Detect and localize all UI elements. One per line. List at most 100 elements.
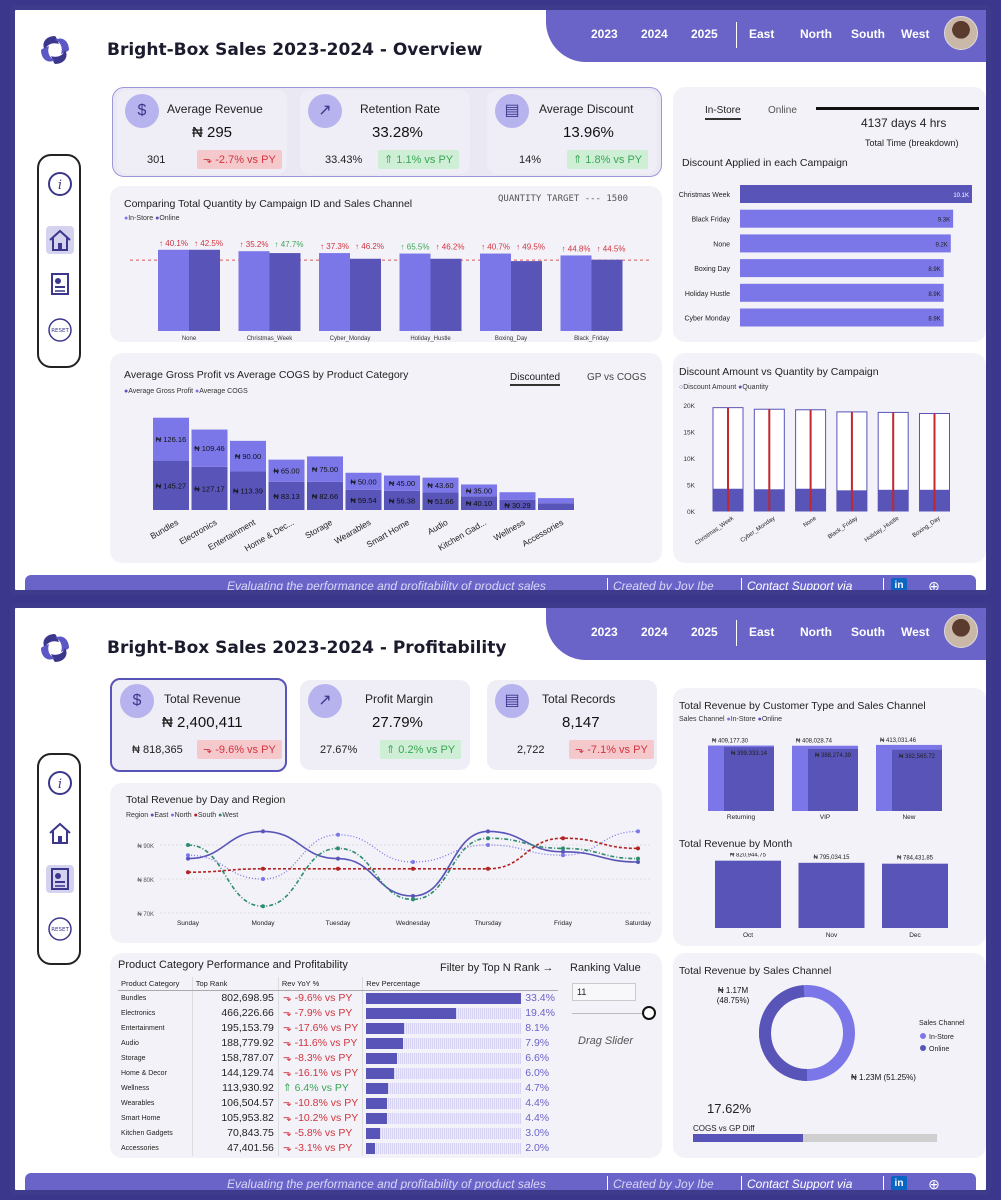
table-row[interactable]: Wellness 113,930.92 ⇑ 6.4% vs PY 4.7%: [118, 1080, 558, 1096]
cell-percentage: 7.9%: [363, 1036, 558, 1051]
table-row[interactable]: Smart Home 105,953.82 ⬎ -10.2% vs PY 4.4%: [118, 1110, 558, 1126]
region-filter-east[interactable]: East: [749, 27, 775, 41]
tab-online[interactable]: Online: [768, 105, 797, 116]
cell-rank: 802,698.95: [192, 990, 279, 1006]
x-tick-label: Boxing_Day: [912, 516, 942, 539]
linkedin-icon[interactable]: in: [891, 1176, 907, 1190]
online-share-label: (48.75%): [717, 996, 750, 1005]
bar-cogs: [499, 492, 536, 500]
data-label-online: ₦ 382,565.72: [899, 754, 936, 760]
year-filter-2024[interactable]: 2024: [641, 625, 668, 639]
kpi-total-revenue[interactable]: $ Total Revenue ₦ 2,400,411 ₦ 818,365 ⬎ …: [110, 678, 287, 772]
footer-tagline: Evaluating the performance and profitabi…: [227, 579, 546, 593]
data-label-online: ↑ 44.5%: [597, 244, 626, 253]
bar-gross-profit: [307, 481, 343, 510]
data-label-in-store: ↑ 35.2%: [240, 240, 269, 249]
column-header[interactable]: Top Rank: [192, 977, 279, 991]
cell-category: Electronics: [118, 1005, 193, 1021]
tab-gp-vs-cogs[interactable]: GP vs COGS: [587, 372, 647, 383]
kpi-label: Average Discount: [539, 102, 634, 116]
point-south: [411, 866, 415, 871]
point-south: [636, 846, 640, 851]
point-east: [561, 849, 565, 854]
chart-title: Discount Amount vs Quantity by Campaign: [679, 366, 879, 378]
nav-separator: [736, 22, 737, 48]
table-row[interactable]: Storage 158,787.07 ⬎ -8.3% vs PY 6.6%: [118, 1050, 558, 1066]
year-filter-2025[interactable]: 2025: [691, 625, 718, 639]
page-title: Bright-Box Sales 2023-2024 - Overview: [107, 40, 483, 60]
region-filter-west[interactable]: West: [901, 625, 930, 639]
bar-in-store: [158, 249, 189, 331]
tab-in-store[interactable]: In-Store: [705, 105, 741, 120]
bar-online: [350, 258, 381, 331]
column-header[interactable]: Product Category: [118, 977, 193, 991]
linkedin-icon[interactable]: in: [891, 578, 907, 590]
year-filter-2024[interactable]: 2024: [641, 27, 668, 41]
point-south: [261, 866, 265, 871]
user-avatar[interactable]: [944, 16, 978, 50]
bar-online: [430, 258, 462, 331]
reset-icon[interactable]: RESET: [46, 915, 74, 943]
x-tick-label: Sunday: [177, 920, 200, 927]
x-tick-label: VIP: [820, 814, 830, 821]
point-north: [486, 843, 490, 847]
ranking-slider-handle[interactable]: [642, 1006, 656, 1020]
table-row[interactable]: Electronics 466,226.66 ⬎ -7.9% vs PY 19.4%: [118, 1005, 558, 1021]
home-icon[interactable]: [46, 819, 74, 847]
point-south: [186, 870, 190, 875]
cell-percentage: 6.6%: [363, 1051, 558, 1066]
point-west: [411, 897, 415, 902]
home-icon[interactable]: [46, 226, 74, 254]
report-icon[interactable]: [46, 865, 74, 893]
kpi-previous: 27.67%: [320, 744, 358, 756]
region-filter-north[interactable]: North: [800, 27, 832, 41]
region-filter-south[interactable]: South: [851, 625, 885, 639]
table-row[interactable]: Home & Decor 144,129.74 ⬎ -16.1% vs PY 6.0%: [118, 1065, 558, 1081]
globe-icon[interactable]: ⊕: [928, 578, 940, 594]
reset-icon[interactable]: RESET: [46, 316, 74, 344]
y-tick-label: Cyber Monday: [684, 316, 730, 323]
table-row[interactable]: Audio 188,779.92 ⬎ -11.6% vs PY 7.9%: [118, 1035, 558, 1051]
year-filter-2025[interactable]: 2025: [691, 27, 718, 41]
y-tick-label: Boxing Day: [694, 266, 730, 273]
ranking-value-input[interactable]: 11: [572, 983, 636, 1001]
info-icon[interactable]: i: [46, 769, 74, 797]
region-filter-west[interactable]: West: [901, 27, 930, 41]
cell-rank: 188,779.92: [192, 1035, 279, 1051]
bar-cogs: [307, 456, 343, 482]
legend-title: Sales Channel: [919, 1020, 965, 1027]
column-header[interactable]: Rev Percentage: [362, 977, 558, 991]
data-label: ₦ 784,431.85: [897, 856, 934, 862]
bar-month: [798, 862, 865, 928]
discount-bar: [740, 259, 944, 278]
info-icon[interactable]: i: [46, 170, 74, 198]
svg-text:i: i: [58, 178, 62, 193]
table-row[interactable]: Bundles 802,698.95 ⬎ -9.6% vs PY 33.4%: [118, 990, 558, 1006]
year-filter-2023[interactable]: 2023: [591, 625, 618, 639]
year-filter-2023[interactable]: 2023: [591, 27, 618, 41]
table-row[interactable]: Kitchen Gadgets 70,843.75 ⬎ -5.8% vs PY 3.0…: [118, 1125, 558, 1141]
overview-dashboard: Bright-Box Sales 2023-2024 - Overview 20…: [10, 5, 991, 595]
region-filter-east[interactable]: East: [749, 625, 775, 639]
bar-cogs: [153, 417, 189, 461]
user-avatar[interactable]: [944, 614, 978, 648]
point-north: [336, 832, 340, 837]
table-row[interactable]: Wearables 106,504.57 ⬎ -10.8% vs PY 4.4%: [118, 1095, 558, 1111]
tab-discounted[interactable]: Discounted: [510, 372, 561, 386]
report-icon[interactable]: [46, 270, 74, 298]
cell-rank: 144,129.74: [192, 1065, 279, 1081]
data-label: ₦ 820,944.75: [730, 853, 767, 859]
column-header[interactable]: Rev YoY %: [278, 977, 364, 991]
globe-icon[interactable]: ⊕: [928, 1176, 940, 1192]
kpi-value: ₦ 295: [192, 124, 233, 141]
table-row[interactable]: Accessories 47,401.56 ⬎ -3.1% vs PY 2.0%: [118, 1140, 558, 1156]
table-row[interactable]: Entertainment 195,153.79 ⬎ -17.6% vs PY 8.1…: [118, 1020, 558, 1036]
cell-rank: 70,843.75: [192, 1125, 279, 1141]
data-label-cogs: ₦ 109.46: [194, 444, 224, 453]
region-filter-north[interactable]: North: [800, 625, 832, 639]
cell-rank: 106,504.57: [192, 1095, 279, 1111]
y-tick-label: Holiday Hustle: [685, 291, 730, 298]
region-filter-south[interactable]: South: [851, 27, 885, 41]
